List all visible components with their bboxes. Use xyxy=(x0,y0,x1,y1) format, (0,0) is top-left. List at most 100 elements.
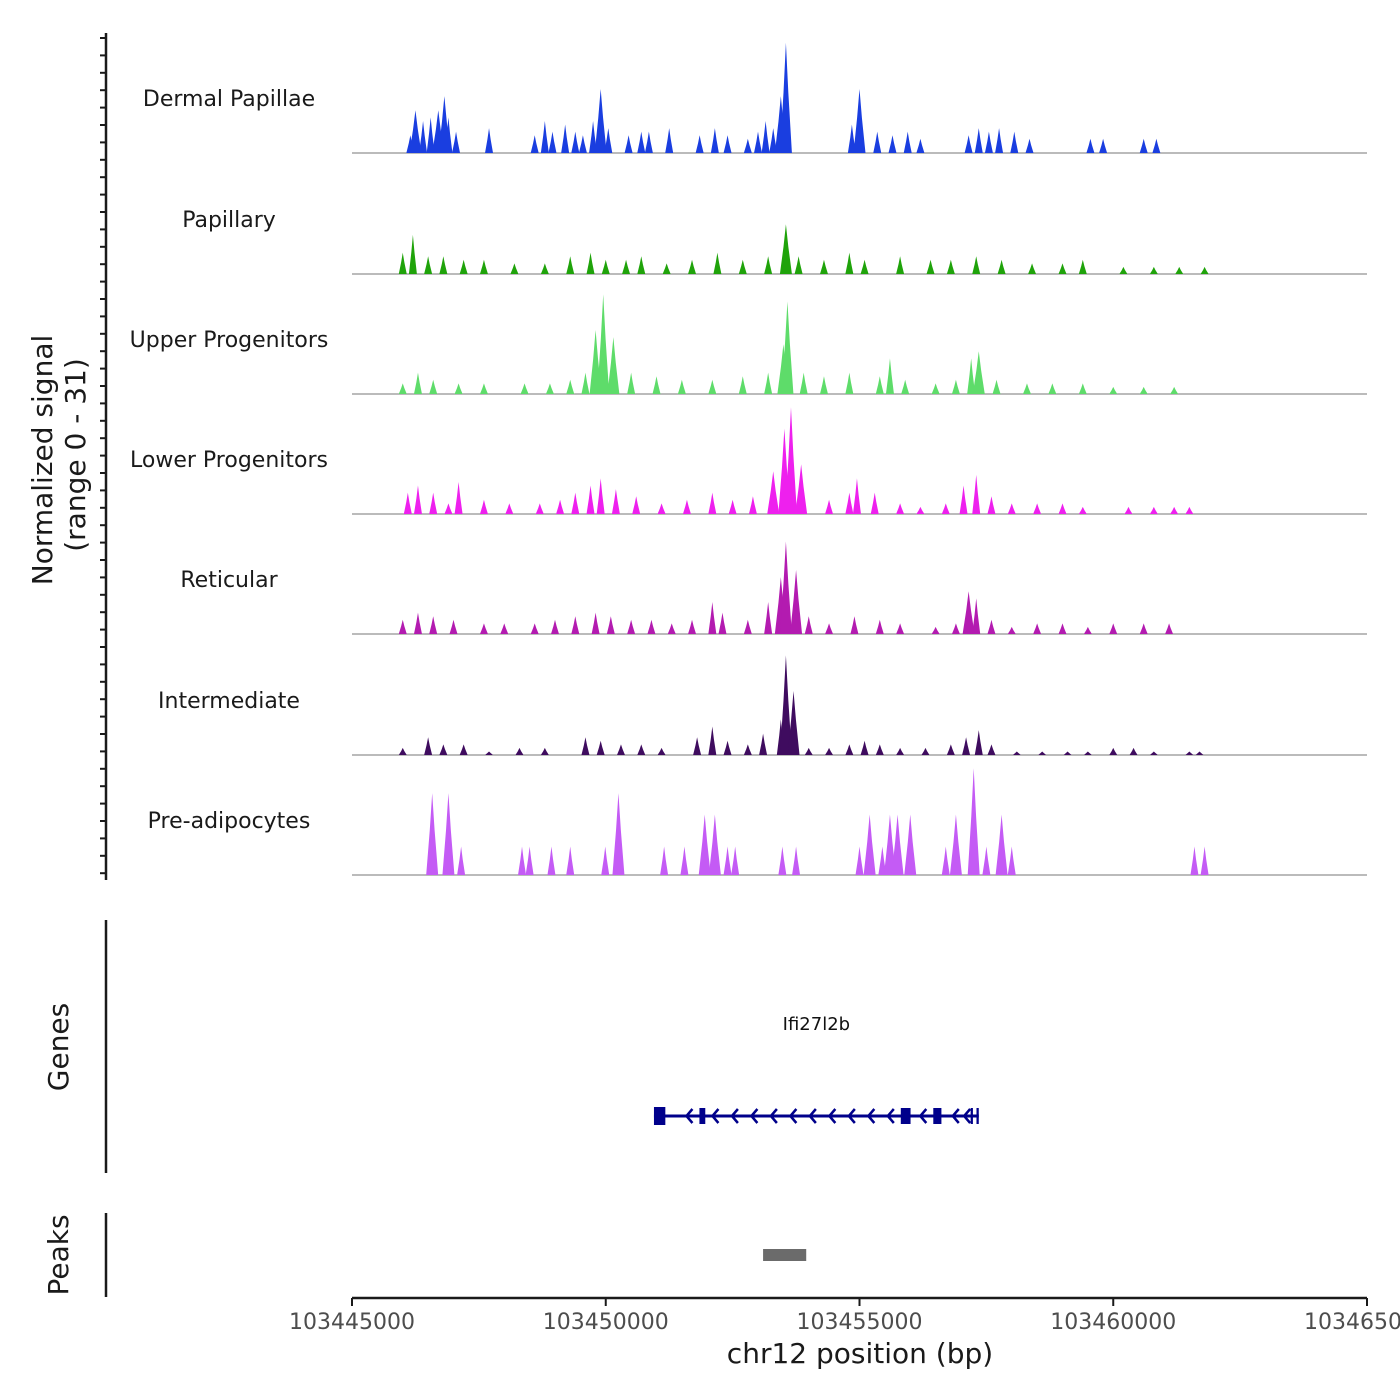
signal-peak xyxy=(875,744,884,755)
signal-peak xyxy=(596,478,605,514)
signal-peak xyxy=(949,814,962,875)
signal-peak xyxy=(972,256,981,274)
signal-peak xyxy=(845,372,854,394)
signal-peak xyxy=(967,768,980,875)
signal-peak xyxy=(1099,138,1108,153)
signal-peak xyxy=(680,846,689,875)
gene-exon xyxy=(699,1108,706,1124)
signal-peak xyxy=(946,744,955,755)
signal-peak xyxy=(708,492,717,514)
signal-peak xyxy=(787,690,800,755)
signal-peak xyxy=(860,259,869,274)
signal-peak xyxy=(708,379,717,394)
signal-peak xyxy=(761,120,770,153)
signal-peak xyxy=(728,499,737,514)
signal-peak xyxy=(556,499,565,514)
signal-peak xyxy=(1190,846,1199,875)
signal-peak xyxy=(545,383,554,394)
signal-peak xyxy=(616,744,625,755)
signal-peak xyxy=(959,485,968,514)
signal-peak xyxy=(1033,503,1042,514)
signal-peak xyxy=(896,503,905,514)
signal-peak xyxy=(972,474,981,514)
signal-peak xyxy=(1149,506,1158,514)
signal-peak xyxy=(1038,751,1047,755)
signal-peak xyxy=(413,485,422,514)
signal-peak xyxy=(1175,266,1184,274)
signal-peak xyxy=(566,256,575,274)
track-4: Reticular xyxy=(180,541,1367,635)
track-label: Pre-adipocytes xyxy=(148,809,311,834)
signal-peak xyxy=(589,120,598,153)
signal-peak xyxy=(612,793,625,875)
signal-peak xyxy=(1109,747,1118,755)
signal-peak xyxy=(743,619,752,634)
signal-peak xyxy=(972,351,985,394)
signal-peak xyxy=(799,372,808,394)
signal-peak xyxy=(850,616,859,634)
signal-peak xyxy=(984,131,993,153)
signal-peak xyxy=(660,846,669,875)
track-2: Upper Progenitors xyxy=(130,294,1367,395)
signal-peak xyxy=(1195,751,1204,755)
signal-peak xyxy=(825,499,834,514)
track-0: Dermal Papillae xyxy=(143,42,1367,154)
signal-peak xyxy=(891,814,904,875)
gene-strand-arrow xyxy=(749,1108,759,1124)
signal-peak xyxy=(754,131,762,153)
signal-peak xyxy=(845,252,854,274)
signal-peak xyxy=(931,626,940,634)
signal-axis xyxy=(100,33,108,880)
signal-peak xyxy=(769,128,778,153)
signal-peak xyxy=(921,747,930,755)
signal-peak xyxy=(1063,751,1072,755)
gene-strand-arrow xyxy=(808,1108,817,1124)
signal-peak xyxy=(951,379,960,394)
signal-peak xyxy=(632,496,641,514)
signal-peak xyxy=(759,733,768,755)
signal-peak xyxy=(581,372,590,394)
signal-peak xyxy=(860,740,869,755)
signal-peak xyxy=(1152,138,1161,153)
signal-peak xyxy=(698,814,711,875)
signal-peak xyxy=(429,379,438,394)
signal-peak xyxy=(1012,751,1021,755)
signal-peak xyxy=(790,569,803,634)
signal-peak xyxy=(870,492,879,514)
signal-peak xyxy=(665,128,674,153)
signal-peak xyxy=(845,744,854,755)
signal-peak xyxy=(748,496,757,514)
signal-peak xyxy=(896,623,905,634)
signal-peak xyxy=(429,492,438,514)
signal-peak xyxy=(1007,846,1016,875)
signal-peak xyxy=(571,492,580,514)
signal-peak xyxy=(1185,751,1194,755)
signal-peak xyxy=(540,120,549,153)
signal-peak xyxy=(424,737,433,755)
signal-peak xyxy=(601,846,610,875)
signal-peak xyxy=(995,814,1008,875)
signal-peak xyxy=(627,372,636,394)
signal-peak xyxy=(403,492,412,514)
peak-region xyxy=(763,1249,807,1261)
signal-peak xyxy=(779,541,792,634)
signal-peak xyxy=(424,256,433,274)
x-axis-label: chr12 position (bp) xyxy=(727,1337,993,1370)
signal-peak xyxy=(688,619,697,634)
signal-peak xyxy=(426,117,435,153)
signal-peak xyxy=(901,379,910,394)
gene-exon xyxy=(900,1108,911,1124)
signal-peak xyxy=(982,846,991,875)
signal-peak xyxy=(1007,503,1016,514)
gene-strand-arrow xyxy=(866,1108,876,1124)
signal-peak xyxy=(485,751,494,755)
signal-peak xyxy=(931,383,940,394)
gene-strand-arrow xyxy=(951,1108,960,1124)
signal-peak xyxy=(784,407,797,514)
signal-peak xyxy=(657,747,666,755)
signal-peak xyxy=(594,88,607,153)
signal-peak xyxy=(596,740,605,755)
x-axis: chr12 position (bp) 103445000 103450000 10… xyxy=(289,1296,1400,1370)
signal-peak xyxy=(1022,383,1031,394)
